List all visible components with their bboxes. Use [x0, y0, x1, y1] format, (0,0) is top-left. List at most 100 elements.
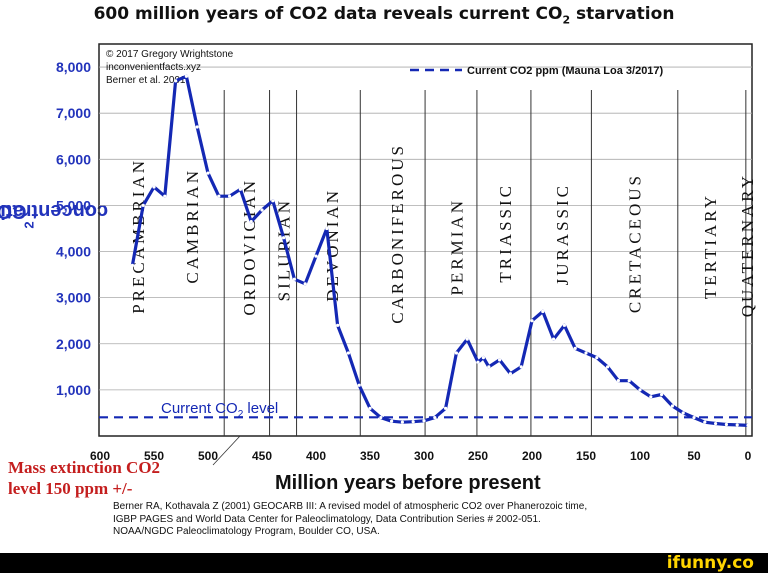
x-tick-label-250: 250	[468, 449, 488, 463]
x-tick-label-200: 200	[522, 449, 542, 463]
data-point	[336, 323, 340, 327]
data-point	[422, 419, 426, 423]
x-tick-label-150: 150	[576, 449, 596, 463]
data-point	[498, 358, 502, 362]
data-point	[163, 194, 167, 198]
data-point	[519, 365, 523, 369]
data-point	[249, 219, 253, 224]
mass-extinction-label-line-1: Mass extinction CO2	[8, 458, 161, 477]
data-point	[746, 423, 750, 427]
data-point	[433, 415, 437, 420]
data-point	[595, 356, 599, 360]
data-point	[670, 404, 675, 408]
data-point	[271, 199, 275, 203]
mass-extinction-pointer	[212, 435, 241, 466]
reference-line-3: NOAA/NGDC Paleoclimatology Program, Boul…	[113, 526, 380, 537]
reference-line-2: IGBP PAGES and World Data Center for Pal…	[113, 513, 541, 525]
data-point	[508, 372, 512, 376]
y-tick-label-3000: 3,000	[56, 290, 91, 306]
era-label-devonian: DEVONIAN	[323, 188, 342, 302]
copyright-line-3: Berner et al. 2001	[106, 75, 186, 86]
x-axis-ticks: 600 550 500 450 400 350 300 250 200 150 100 50 0	[90, 449, 752, 463]
era-boundaries	[223, 90, 747, 436]
x-tick-label-300: 300	[414, 449, 434, 463]
copyright-line-1: © 2017 Gregory Wrightstone	[106, 49, 234, 60]
x-tick-label-50: 50	[687, 449, 701, 463]
x-tick-label-100: 100	[630, 449, 650, 463]
era-label-tertiary: TERTIARY	[701, 193, 720, 299]
data-point	[606, 365, 610, 369]
data-point	[141, 203, 145, 208]
era-label-triassic: TRIASSIC	[496, 183, 515, 283]
data-point	[314, 254, 318, 258]
y-tick-label-8000: 8,000	[56, 59, 91, 75]
era-labels: PRECAMBRIAN CAMBRIAN ORDOVICIAN SILURIAN DEV…	[129, 143, 757, 324]
x-tick-label-0: 0	[745, 449, 752, 463]
data-point	[627, 379, 631, 383]
y-tick-label-4000: 4,000	[56, 244, 91, 260]
y-tick-label-7000: 7,000	[56, 105, 91, 121]
brand-watermark[interactable]: ifunny.co	[666, 553, 754, 573]
y-tick-label-1000: 1,000	[56, 382, 91, 398]
data-point	[638, 388, 642, 392]
copyright-line-2: inconvenientfacts.xyz	[106, 62, 201, 73]
data-point	[228, 194, 232, 198]
x-tick-label-600: 600	[90, 449, 110, 463]
data-point	[238, 187, 242, 191]
data-point	[400, 420, 404, 424]
x-tick-label-550: 550	[144, 449, 164, 463]
data-point	[174, 79, 178, 83]
co2-series-line	[130, 74, 749, 427]
data-point	[487, 365, 491, 369]
mass-extinction-label-line-2: level 150 ppm +/-	[8, 479, 133, 498]
data-point	[703, 420, 707, 424]
data-point	[465, 337, 469, 341]
era-label-cambrian: CAMBRIAN	[183, 168, 202, 284]
data-point	[184, 74, 188, 78]
data-point	[481, 356, 485, 360]
data-point	[573, 346, 577, 350]
era-label-carboniferous: CARBONIFEROUS	[388, 143, 407, 324]
data-point	[325, 226, 329, 231]
data-point	[152, 185, 156, 189]
data-point	[390, 419, 394, 423]
data-point	[206, 171, 210, 175]
data-point	[616, 379, 621, 383]
data-point	[292, 277, 296, 281]
era-label-jurassic: JURASSIC	[553, 183, 572, 285]
data-point	[714, 421, 718, 426]
data-point	[584, 351, 588, 355]
data-point	[681, 411, 685, 415]
y-tick-label-5000: 5,000	[56, 197, 91, 213]
data-point	[411, 420, 415, 424]
era-label-permian: PERMIAN	[447, 198, 466, 296]
y-tick-label-2000: 2,000	[56, 336, 91, 352]
data-point	[562, 323, 567, 327]
x-axis-label: Million years before present	[275, 472, 541, 494]
co2-series-points	[130, 74, 750, 427]
data-point	[735, 423, 739, 427]
data-point	[552, 337, 556, 341]
x-tick-label-400: 400	[306, 449, 326, 463]
data-point	[346, 351, 350, 355]
data-point	[379, 415, 383, 420]
y-tick-label-6000: 6,000	[56, 151, 91, 167]
data-point	[217, 194, 221, 198]
data-point	[282, 236, 286, 240]
data-point	[303, 282, 307, 286]
era-label-quaternary: QUATERNARY	[738, 173, 757, 317]
data-point	[476, 360, 480, 364]
x-tick-label-350: 350	[360, 449, 380, 463]
data-point	[649, 395, 653, 399]
legend-label: Current CO2 ppm (Mauna Loa 3/2017)	[467, 65, 664, 77]
data-point	[260, 208, 264, 212]
data-point	[660, 392, 664, 397]
x-tick-label-450: 450	[252, 449, 272, 463]
data-point	[692, 415, 696, 420]
data-point	[541, 309, 545, 314]
data-point	[454, 351, 458, 355]
data-point	[530, 319, 534, 323]
data-point	[357, 383, 361, 387]
data-point	[368, 406, 372, 410]
chart-title: 600 million years of CO2 data reveals cu…	[93, 4, 675, 27]
